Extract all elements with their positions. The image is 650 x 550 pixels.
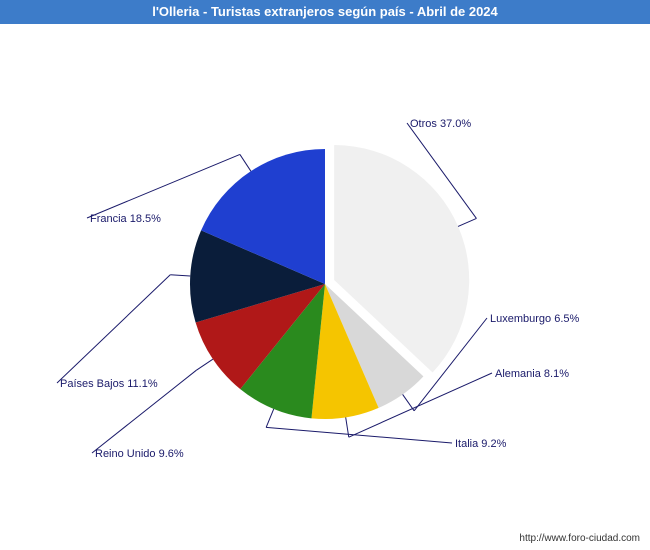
label-leader: [196, 359, 213, 370]
slice-label: Otros 37.0%: [410, 118, 471, 130]
label-leader: [266, 427, 452, 443]
chart-title: l'Olleria - Turistas extranjeros según p…: [0, 0, 650, 24]
label-leader: [170, 275, 190, 276]
slice-label: Italia 9.2%: [455, 438, 507, 450]
label-leader: [458, 218, 476, 226]
slice-label: Reino Unido 9.6%: [95, 448, 184, 460]
chart-container: l'Olleria - Turistas extranjeros según p…: [0, 0, 650, 550]
slice-label: Luxemburgo 6.5%: [490, 313, 579, 325]
slice-label: Francia 18.5%: [90, 213, 161, 225]
label-leader: [266, 409, 274, 428]
label-leader: [57, 275, 170, 383]
slice-label: Países Bajos 11.1%: [60, 378, 158, 390]
footer-url: http://www.foro-ciudad.com: [519, 533, 640, 544]
chart-area: Otros 37.0% Luxemburgo 6.5% Alemania 8.1% I…: [0, 24, 650, 514]
slice-label: Alemania 8.1%: [495, 368, 569, 380]
label-leader: [240, 154, 251, 171]
pie-chart: Otros 37.0% Luxemburgo 6.5% Alemania 8.1% I…: [0, 24, 650, 514]
